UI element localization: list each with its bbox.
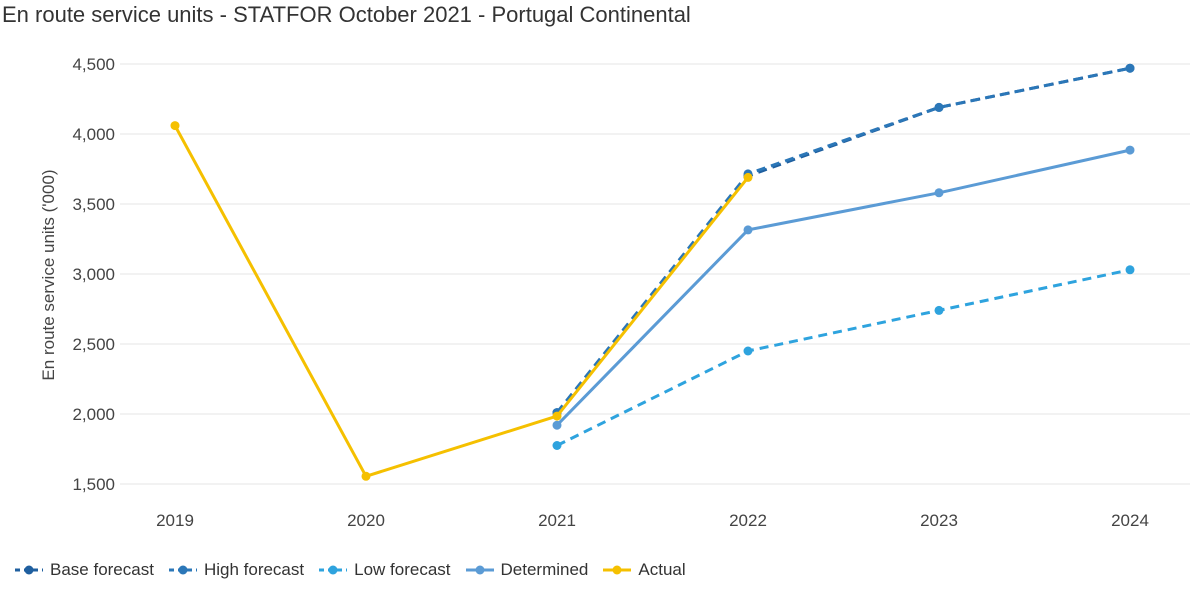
series-line xyxy=(555,66,1131,414)
series-line xyxy=(173,124,750,478)
x-axis: 2019 2020 2021 2022 2023 2024 xyxy=(156,511,1149,530)
series-low-forecast xyxy=(552,265,1135,450)
data-point xyxy=(552,411,562,421)
x-tick-label: 2022 xyxy=(729,511,767,530)
legend-item[interactable]: Base forecast xyxy=(14,560,154,580)
legend-label: Base forecast xyxy=(50,560,154,579)
legend-swatch xyxy=(465,565,494,575)
legend-label: Determined xyxy=(500,560,589,579)
legend-item[interactable]: Actual xyxy=(602,560,686,580)
legend-label: Actual xyxy=(638,560,686,579)
data-point xyxy=(361,471,371,481)
legend-item[interactable]: Determined xyxy=(465,560,589,580)
legend-swatch xyxy=(319,565,348,575)
data-point xyxy=(743,346,753,356)
y-tick-label: 4,500 xyxy=(72,55,115,74)
series-determined xyxy=(552,145,1135,430)
data-point xyxy=(1125,265,1135,275)
series-actual xyxy=(170,121,753,481)
series-line xyxy=(555,66,1131,414)
data-point xyxy=(1125,145,1135,155)
data-point xyxy=(743,225,753,235)
gridlines xyxy=(120,63,1190,485)
data-point xyxy=(934,102,944,112)
x-tick-label: 2024 xyxy=(1111,511,1149,530)
y-axis: 1,500 2,000 2,500 3,000 3,500 4,000 4,500 xyxy=(72,55,115,494)
data-point xyxy=(934,305,944,315)
series-lines xyxy=(170,63,1135,481)
y-tick-label: 3,500 xyxy=(72,195,115,214)
legend: Base forecast High forecast Low forecast De… xyxy=(14,560,700,580)
legend-label: Low forecast xyxy=(354,560,451,579)
legend-swatch xyxy=(15,565,43,575)
x-tick-label: 2021 xyxy=(538,511,576,530)
legend-label: High forecast xyxy=(203,560,305,579)
legend-item[interactable]: Low forecast xyxy=(318,560,451,580)
y-tick-label: 4,000 xyxy=(72,125,115,144)
y-axis-label: En route service units ('000) xyxy=(39,169,58,380)
y-tick-label: 3,000 xyxy=(72,265,115,284)
series-high-forecast xyxy=(552,63,1135,418)
y-tick-label: 1,500 xyxy=(72,475,115,494)
legend-swatch xyxy=(603,565,632,575)
y-tick-label: 2,000 xyxy=(72,405,115,424)
chart-title: En route service units - STATFOR October… xyxy=(2,2,691,27)
series-line xyxy=(556,268,1131,447)
legend-item[interactable]: High forecast xyxy=(168,560,304,580)
data-point xyxy=(1125,63,1135,73)
data-point xyxy=(552,441,562,450)
legend-swatch xyxy=(168,565,197,575)
data-point xyxy=(743,172,753,182)
data-point xyxy=(934,188,944,198)
data-point xyxy=(552,420,562,430)
x-tick-label: 2019 xyxy=(156,511,194,530)
x-tick-label: 2020 xyxy=(347,511,385,530)
series-line xyxy=(555,148,1132,427)
data-point xyxy=(170,121,180,131)
x-tick-label: 2023 xyxy=(920,511,958,530)
y-tick-label: 2,500 xyxy=(72,335,115,354)
series-base-forecast xyxy=(552,63,1135,418)
